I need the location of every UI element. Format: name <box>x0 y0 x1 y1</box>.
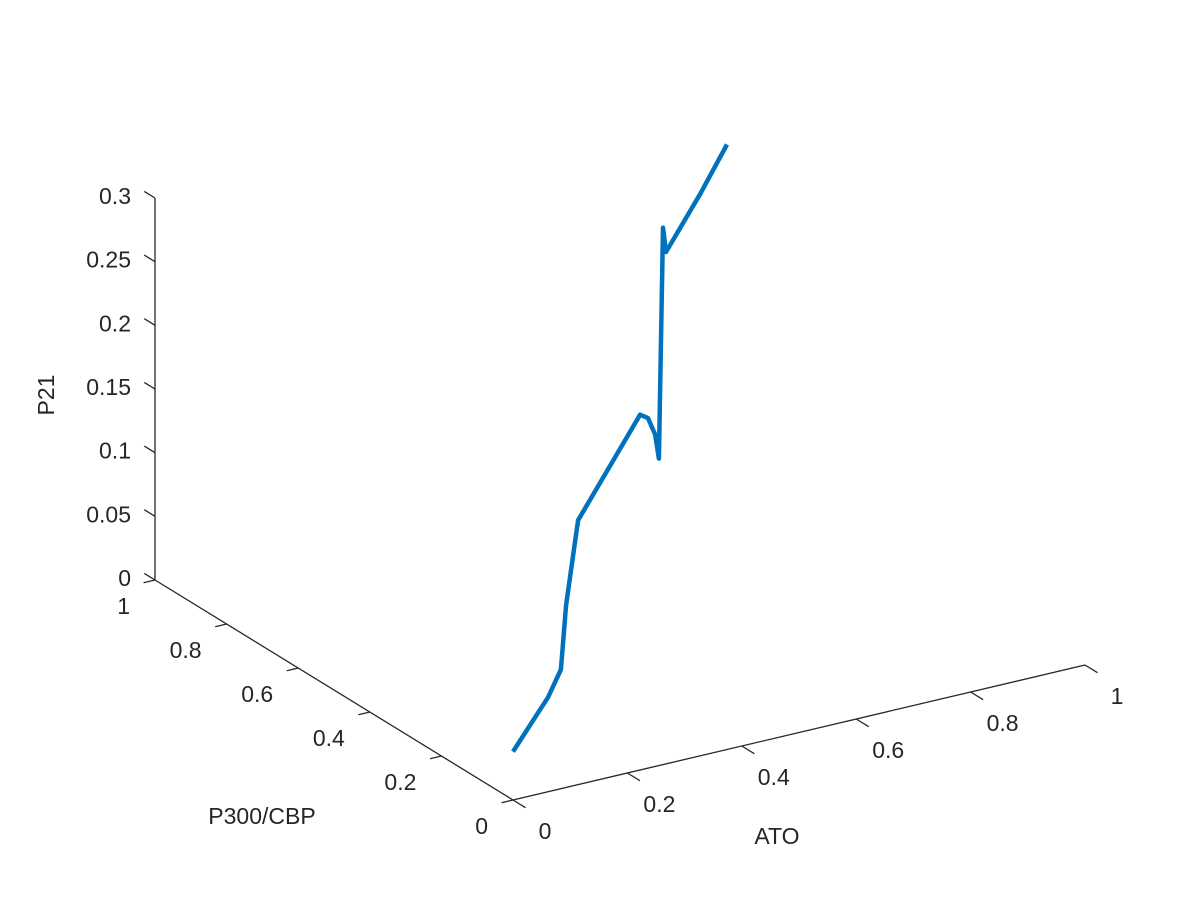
x-tick <box>627 772 641 782</box>
y-axis-label: P300/CBP <box>208 803 315 829</box>
z-tick-label: 0.15 <box>86 374 131 400</box>
y-tick <box>501 799 514 804</box>
x-tick <box>970 691 984 701</box>
x-tick <box>741 745 755 755</box>
y-tick-label: 0.2 <box>384 769 416 795</box>
y-tick <box>143 579 156 584</box>
y-tick <box>286 667 299 672</box>
z-tick-label: 0.05 <box>86 501 131 527</box>
y-tick-label: 0 <box>475 813 488 839</box>
x-tick <box>855 718 870 728</box>
x-tick-label: 0.8 <box>987 710 1019 736</box>
x-axis-label: ATO <box>754 823 799 849</box>
x-tick-label: 1 <box>1111 683 1124 709</box>
y-tick <box>429 755 442 760</box>
x-tick <box>512 799 526 809</box>
x-tick-label: 0.6 <box>872 737 904 763</box>
z-tick-label: 0.1 <box>99 438 131 464</box>
z-tick-label: 0 <box>118 565 131 591</box>
y-tick-label: 0.6 <box>241 681 273 707</box>
x-axis-line <box>512 664 1086 801</box>
z-tick <box>143 445 156 454</box>
y-tick-label: 1 <box>117 593 130 619</box>
x-tick-label: 0.2 <box>643 791 675 817</box>
data-line <box>511 143 729 753</box>
z-tick <box>143 572 156 581</box>
z-tick <box>143 190 156 199</box>
z-tick <box>143 254 156 263</box>
z-tick <box>143 318 156 326</box>
y-tick <box>215 623 227 628</box>
x-tick-label: 0.4 <box>758 764 790 790</box>
y-axis-line <box>154 579 514 801</box>
z-axis-label: P21 <box>33 375 59 416</box>
y-tick-label: 0.8 <box>170 637 202 663</box>
y-tick-label: 0.4 <box>313 725 345 751</box>
x-tick <box>1084 664 1098 674</box>
z-tick-label: 0.25 <box>86 247 131 273</box>
y-tick <box>358 711 370 716</box>
z-tick-label: 0.3 <box>99 183 131 209</box>
z-tick-label: 0.2 <box>99 310 131 336</box>
z-tick <box>143 381 156 390</box>
x-tick-label: 0 <box>539 818 552 844</box>
z-tick <box>143 509 156 517</box>
